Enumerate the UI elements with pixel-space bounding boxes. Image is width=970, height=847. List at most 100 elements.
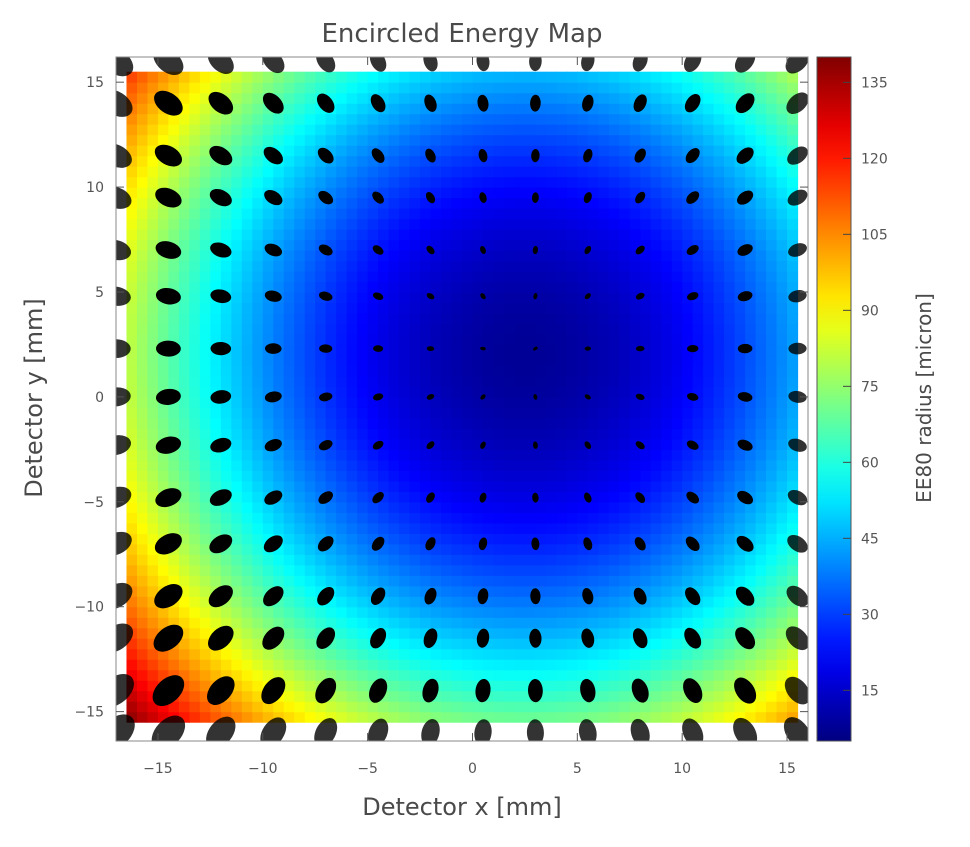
heatmap-cell	[220, 208, 232, 220]
heatmap-cell	[566, 281, 578, 293]
heatmap-cell	[283, 627, 295, 639]
heatmap-cell	[640, 522, 652, 534]
heatmap-cell	[703, 218, 715, 230]
heatmap-cell	[420, 103, 432, 115]
spot-diagram	[207, 57, 234, 75]
heatmap-cell	[210, 554, 222, 566]
heatmap-cell	[503, 449, 516, 461]
heatmap-cell	[619, 92, 631, 104]
heatmap-cell	[587, 627, 599, 639]
heatmap-cell	[357, 711, 369, 723]
heatmap-cell	[189, 208, 201, 220]
heatmap-cell	[420, 281, 432, 293]
heatmap-cell	[220, 417, 232, 429]
heatmap-cell	[587, 522, 599, 534]
heatmap-cell	[241, 428, 253, 440]
heatmap-cell	[451, 386, 463, 398]
heatmap-cell	[472, 375, 484, 388]
heatmap-cell	[619, 533, 631, 545]
spot-diagram	[532, 245, 539, 255]
heatmap-cell	[766, 491, 778, 503]
heatmap-cell	[745, 480, 757, 492]
heatmap-cell	[126, 396, 138, 408]
heatmap-cell	[315, 113, 327, 125]
heatmap-cell	[724, 155, 736, 167]
heatmap-cell	[598, 113, 610, 125]
heatmap-cell	[734, 365, 746, 377]
heatmap-cell	[766, 260, 778, 272]
heatmap-cell	[776, 291, 788, 304]
heatmap-cell	[713, 323, 725, 335]
heatmap-cell	[724, 501, 736, 513]
heatmap-cell	[462, 197, 474, 209]
heatmap-cell	[755, 491, 767, 503]
heatmap-cell	[262, 617, 274, 629]
heatmap-cell	[682, 396, 694, 408]
heatmap-cell	[451, 281, 463, 293]
heatmap-cell	[388, 103, 400, 115]
heatmap-cell	[472, 281, 484, 293]
heatmap-cell	[545, 554, 557, 566]
heatmap-cell	[724, 470, 736, 482]
heatmap-cell	[210, 260, 222, 272]
heatmap-cell	[503, 522, 516, 534]
heatmap-cell	[640, 564, 652, 576]
heatmap-cell	[157, 375, 170, 388]
heatmap-cell	[503, 407, 516, 419]
heatmap-cell	[734, 229, 746, 241]
heatmap-cell	[472, 564, 484, 576]
heatmap-cell	[126, 365, 138, 377]
heatmap-cell	[682, 543, 694, 555]
heatmap-cell	[692, 438, 704, 450]
spot-diagram	[633, 94, 647, 113]
heatmap-cell	[231, 155, 243, 167]
heatmap-cell	[503, 386, 516, 398]
heatmap-cell	[451, 617, 463, 629]
heatmap-cell	[671, 480, 683, 492]
heatmap-cell	[482, 218, 495, 230]
heatmap-cell	[640, 333, 652, 346]
heatmap-cell	[608, 606, 620, 618]
heatmap-cell	[776, 134, 788, 146]
heatmap-cell	[556, 354, 568, 367]
heatmap-cell	[755, 480, 767, 492]
heatmap-cell	[199, 659, 211, 671]
heatmap-cell	[451, 113, 463, 125]
heatmap-cell	[766, 554, 778, 566]
heatmap-cell	[315, 250, 327, 262]
heatmap-cell	[556, 659, 568, 671]
spot-diagram	[684, 93, 701, 113]
heatmap-cell	[367, 155, 379, 167]
heatmap-cell	[514, 250, 526, 262]
heatmap-cell	[336, 638, 348, 650]
heatmap-cell	[451, 449, 463, 461]
heatmap-cell	[482, 333, 495, 346]
heatmap-cell	[776, 229, 788, 241]
heatmap-cell	[734, 564, 746, 576]
heatmap-cell	[682, 365, 694, 377]
heatmap-cell	[619, 229, 631, 241]
heatmap-cell	[766, 669, 778, 681]
spot-diagram	[479, 492, 487, 503]
heatmap-cell	[776, 680, 788, 692]
heatmap-cell	[619, 176, 631, 188]
heatmap-cell	[178, 271, 190, 283]
heatmap-cell	[157, 711, 170, 723]
heatmap-cell	[608, 659, 620, 671]
heatmap-cell	[650, 407, 662, 419]
heatmap-cell	[566, 155, 578, 167]
heatmap-cell	[692, 627, 704, 639]
spot-diagram	[583, 148, 593, 163]
heatmap-cell	[766, 281, 778, 293]
heatmap-cell	[724, 365, 736, 377]
heatmap-cell	[724, 113, 736, 125]
spot-diagram	[319, 392, 333, 402]
heatmap-cell	[724, 92, 736, 104]
heatmap-cell	[755, 627, 767, 639]
heatmap-cell	[682, 92, 694, 104]
spot-diagram	[317, 586, 335, 606]
heatmap-cell	[598, 92, 610, 104]
heatmap-cell	[273, 239, 285, 251]
heatmap-cell	[315, 417, 327, 429]
heatmap-cell	[273, 260, 285, 272]
